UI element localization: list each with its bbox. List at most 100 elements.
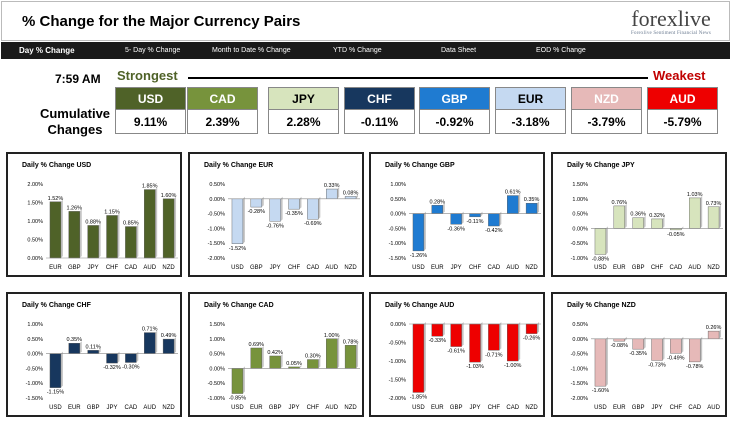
tab-day-change[interactable]: Day % Change — [19, 46, 75, 55]
y-tick-label: 1.00% — [390, 182, 406, 188]
bar-shadow — [280, 353, 283, 369]
x-category-label: GBP — [68, 265, 81, 271]
bar-shadow — [261, 345, 264, 369]
x-category-label: JPY — [288, 405, 299, 411]
y-tick-label: 0.50% — [390, 197, 406, 203]
currency-card-eur: EUR -3.18% — [495, 87, 566, 134]
bar-jpy — [87, 225, 99, 259]
bar-shadow — [174, 196, 177, 258]
data-label: 1.52% — [48, 196, 64, 202]
data-label: 0.05% — [286, 361, 302, 367]
bar-shadow — [79, 209, 82, 258]
y-tick-label: -0.50% — [208, 381, 226, 387]
x-category-label: AUD — [707, 405, 720, 411]
bar-eur — [431, 205, 443, 214]
x-category-label: NZD — [162, 265, 175, 271]
bar-chf — [670, 338, 682, 354]
x-category-label: EUR — [68, 405, 81, 411]
tab-5day-change[interactable]: 5- Day % Change — [125, 47, 181, 54]
bar-chf — [288, 198, 300, 210]
currency-cumulative-value: -0.92% — [419, 110, 490, 134]
bar-shadow — [518, 322, 521, 361]
bar-shadow — [662, 216, 665, 229]
tab-eod-change[interactable]: EOD % Change — [536, 47, 586, 54]
data-label: 0.69% — [248, 342, 264, 348]
bar-shadow — [605, 336, 608, 387]
data-label: 0.85% — [123, 221, 139, 227]
bar-shadow — [719, 329, 722, 339]
x-category-label: CAD — [488, 265, 501, 271]
chart-panel-aud: Daily % Change AUD 0.00% -0.50% -1.00% -1.50… — [369, 292, 545, 417]
tab-month-to-date[interactable]: Month to Date % Change — [212, 47, 291, 54]
tab-data-sheet[interactable]: Data Sheet — [441, 47, 477, 54]
data-label: -0.73% — [648, 362, 666, 368]
y-tick-label: -1.50% — [26, 396, 44, 402]
bar-jpy — [469, 323, 481, 363]
bar-chf — [307, 359, 319, 369]
bar-shadow — [537, 322, 540, 334]
x-category-label: CHF — [288, 265, 301, 271]
bar-cad — [488, 213, 500, 227]
tab-ytd-change[interactable]: YTD % Change — [333, 47, 382, 54]
x-category-label: GBP — [87, 405, 100, 411]
data-label: -0.05% — [667, 232, 685, 238]
x-category-label: GBP — [269, 405, 282, 411]
bar-chart: Daily % Change AUD 0.00% -0.50% -1.00% -1.50… — [385, 302, 541, 411]
data-label: -1.52% — [229, 246, 247, 252]
y-tick-label: 1.00% — [209, 337, 225, 343]
y-tick-label: -0.50% — [389, 226, 407, 232]
bar-shadow — [480, 322, 483, 363]
x-category-label: GBP — [450, 405, 463, 411]
y-tick-label: -1.50% — [389, 256, 407, 262]
data-label: 0.11% — [86, 344, 101, 350]
x-category-label: NZD — [525, 265, 538, 271]
forexlive-logo[interactable]: forexlive Forexlive Sentiment Financial … — [631, 7, 711, 37]
y-tick-label: 0.50% — [209, 352, 225, 358]
bar-shadow — [280, 196, 283, 222]
bar-jpy — [106, 353, 118, 364]
bar-shadow — [299, 196, 302, 210]
data-label: 0.76% — [611, 200, 627, 206]
y-tick-label: -2.00% — [389, 396, 407, 402]
x-category-label: AUD — [143, 265, 156, 271]
y-tick-label: -2.00% — [208, 256, 226, 262]
y-tick-label: 1.50% — [572, 182, 588, 188]
bar-eur — [68, 343, 80, 354]
bar-shadow — [499, 211, 502, 227]
y-tick-label: 0.00% — [209, 366, 225, 372]
x-category-label: EUR — [613, 265, 626, 271]
bar-chart: Daily % Change EUR 0.50% 0.00% -0.50% -1.00%… — [204, 162, 360, 271]
data-label: 0.32% — [649, 213, 665, 219]
bar-shadow — [337, 336, 340, 369]
currency-name: USD — [115, 87, 186, 110]
y-tick-label: 0.00% — [27, 352, 43, 358]
currency-name: NZD — [571, 87, 642, 110]
bar-chf — [651, 218, 663, 229]
chart-panel-cad: Daily % Change CAD 1.50% 1.00% 0.50% 0.00% -0… — [188, 292, 364, 417]
y-tick-label: 2.00% — [27, 182, 43, 188]
bar-shadow — [700, 336, 703, 362]
data-label: -0.61% — [447, 349, 465, 355]
currency-cumulative-value: -3.18% — [495, 110, 566, 134]
y-tick-label: 0.50% — [27, 337, 43, 343]
x-category-label: JPY — [270, 265, 281, 271]
data-label: 1.60% — [161, 193, 177, 199]
bar-chf — [106, 215, 118, 259]
bar-shadow — [155, 330, 158, 354]
bar-eur — [250, 347, 262, 369]
x-category-label: NZD — [707, 265, 720, 271]
x-category-label: CHF — [307, 405, 320, 411]
y-tick-label: 1.50% — [27, 201, 43, 207]
bar-shadow — [605, 226, 608, 255]
bar-nzd — [344, 196, 357, 199]
bar-nzd — [162, 338, 175, 354]
bar-eur — [49, 201, 62, 259]
data-label: -1.60% — [592, 388, 610, 394]
bar-chart: Daily % Change USD 0.00% 0.50% 1.00% 1.50% 2.… — [22, 162, 178, 271]
bar-shadow — [117, 351, 120, 364]
x-category-label: EUR — [250, 405, 263, 411]
timestamp: 7:59 AM — [55, 72, 101, 86]
bar-chart: Daily % Change CHF 1.00% 0.50% 0.00% -0.50% -… — [22, 302, 178, 411]
data-label: -1.03% — [466, 364, 484, 370]
data-label: -1.15% — [47, 390, 65, 396]
